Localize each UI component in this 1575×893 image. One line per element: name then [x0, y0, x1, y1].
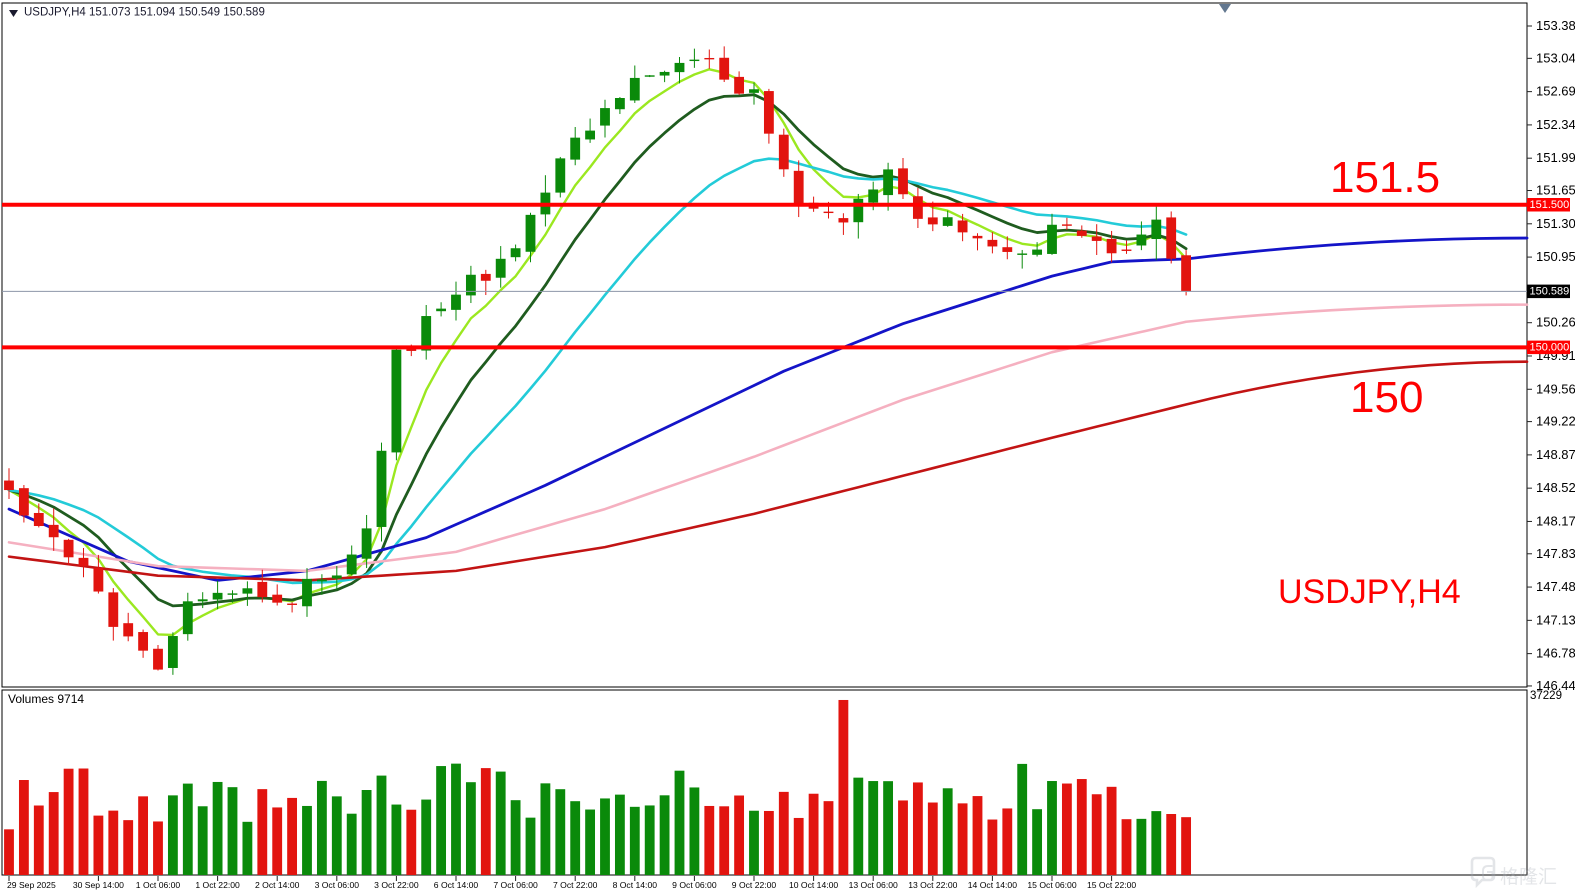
svg-text:3 Oct 06:00: 3 Oct 06:00	[315, 880, 360, 890]
svg-text:150.260: 150.260	[1536, 315, 1575, 330]
svg-text:1 Oct 06:00: 1 Oct 06:00	[136, 880, 181, 890]
svg-text:148.170: 148.170	[1536, 513, 1575, 528]
svg-text:152.690: 152.690	[1536, 84, 1575, 99]
svg-text:格隆汇: 格隆汇	[1500, 866, 1557, 888]
svg-text:7 Oct 22:00: 7 Oct 22:00	[553, 880, 598, 890]
svg-text:10 Oct 14:00: 10 Oct 14:00	[789, 880, 838, 890]
svg-text:30 Sep 14:00: 30 Sep 14:00	[73, 880, 124, 890]
svg-text:13 Oct 22:00: 13 Oct 22:00	[908, 880, 957, 890]
svg-text:153.040: 153.040	[1536, 50, 1575, 65]
svg-text:151.650: 151.650	[1536, 183, 1575, 198]
svg-text:147.480: 147.480	[1536, 579, 1575, 594]
svg-text:13 Oct 06:00: 13 Oct 06:00	[849, 880, 898, 890]
svg-text:146.780: 146.780	[1536, 646, 1575, 661]
svg-text:148.520: 148.520	[1536, 480, 1575, 495]
svg-text:1 Oct 22:00: 1 Oct 22:00	[195, 880, 240, 890]
svg-text:149.220: 149.220	[1536, 414, 1575, 429]
svg-text:9 Oct 22:00: 9 Oct 22:00	[732, 880, 777, 890]
svg-text:149.560: 149.560	[1536, 381, 1575, 396]
svg-text:Volumes 9714: Volumes 9714	[8, 692, 84, 706]
svg-text:3 Oct 22:00: 3 Oct 22:00	[374, 880, 419, 890]
svg-text:151.500: 151.500	[1530, 199, 1570, 211]
svg-text:8 Oct 14:00: 8 Oct 14:00	[613, 880, 658, 890]
svg-text:7 Oct 06:00: 7 Oct 06:00	[493, 880, 538, 890]
svg-text:USDJPY,H4: USDJPY,H4	[1278, 573, 1461, 611]
svg-text:6 Oct 14:00: 6 Oct 14:00	[434, 880, 479, 890]
svg-text:USDJPY,H4 151.073 151.094 15: USDJPY,H4 151.073 151.094 150.549 150.58…	[24, 7, 265, 19]
svg-text:148.870: 148.870	[1536, 447, 1575, 462]
svg-text:9 Oct 06:00: 9 Oct 06:00	[672, 880, 717, 890]
svg-text:15 Oct 06:00: 15 Oct 06:00	[1027, 880, 1076, 890]
svg-text:150.000: 150.000	[1530, 342, 1570, 354]
svg-text:150.950: 150.950	[1536, 249, 1575, 264]
svg-text:29 Sep 2025: 29 Sep 2025	[7, 880, 56, 890]
svg-text:153.380: 153.380	[1536, 18, 1575, 33]
svg-text:15 Oct 22:00: 15 Oct 22:00	[1087, 880, 1136, 890]
svg-text:14 Oct 14:00: 14 Oct 14:00	[968, 880, 1017, 890]
svg-text:150.589: 150.589	[1530, 286, 1570, 298]
svg-text:151.990: 151.990	[1536, 150, 1575, 165]
svg-text:37229: 37229	[1530, 690, 1562, 702]
svg-text:147.130: 147.130	[1536, 612, 1575, 627]
svg-text:147.830: 147.830	[1536, 546, 1575, 561]
svg-text:150: 150	[1350, 373, 1423, 422]
svg-text:151.5: 151.5	[1330, 153, 1440, 202]
svg-text:151.300: 151.300	[1536, 216, 1575, 231]
svg-text:152.340: 152.340	[1536, 117, 1575, 132]
svg-text:2 Oct 14:00: 2 Oct 14:00	[255, 880, 300, 890]
